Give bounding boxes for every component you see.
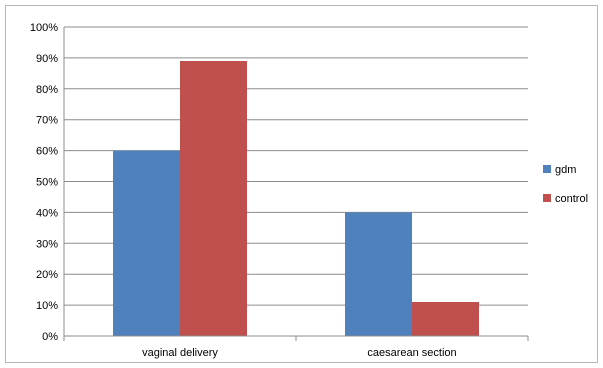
bar-gdm-0: [113, 150, 180, 336]
bars: [113, 60, 479, 337]
y-tick-label: 40%: [36, 207, 58, 219]
x-axis: [63, 27, 529, 341]
x-category-label: vaginal delivery: [142, 347, 218, 359]
legend-label-gdm: gdm: [555, 164, 576, 176]
y-axis-tick-labels: 0% 10% 20% 30% 40% 50% 60% 70% 80% 90% 100%: [30, 22, 58, 343]
y-tick-label: 100%: [30, 22, 58, 34]
legend-label-control: control: [555, 193, 588, 205]
bar-control-0: [180, 60, 247, 337]
legend: gdm control: [543, 164, 588, 205]
y-tick-label: 90%: [36, 53, 58, 65]
y-tick-label: 30%: [36, 238, 58, 250]
x-category-label: caesarean section: [367, 347, 456, 359]
bar-chart: 0% 10% 20% 30% 40% 50% 60% 70% 80% 90% 100% vagina…: [30, 22, 588, 359]
x-axis-category-labels: vaginal delivery caesarean section: [142, 347, 457, 359]
legend-swatch-control: [543, 194, 551, 202]
y-tick-label: 20%: [36, 269, 58, 281]
chart-frame: 0% 10% 20% 30% 40% 50% 60% 70% 80% 90% 100% vagina…: [5, 5, 598, 363]
y-tick-label: 10%: [36, 300, 58, 312]
y-tick-label: 0%: [42, 331, 58, 343]
legend-swatch-gdm: [543, 165, 551, 173]
y-tick-label: 70%: [36, 115, 58, 127]
bar-gdm-1: [345, 212, 412, 336]
y-tick-label: 80%: [36, 84, 58, 96]
y-tick-label: 50%: [36, 177, 58, 189]
y-tick-label: 60%: [36, 146, 58, 158]
bar-control-1: [412, 302, 479, 336]
